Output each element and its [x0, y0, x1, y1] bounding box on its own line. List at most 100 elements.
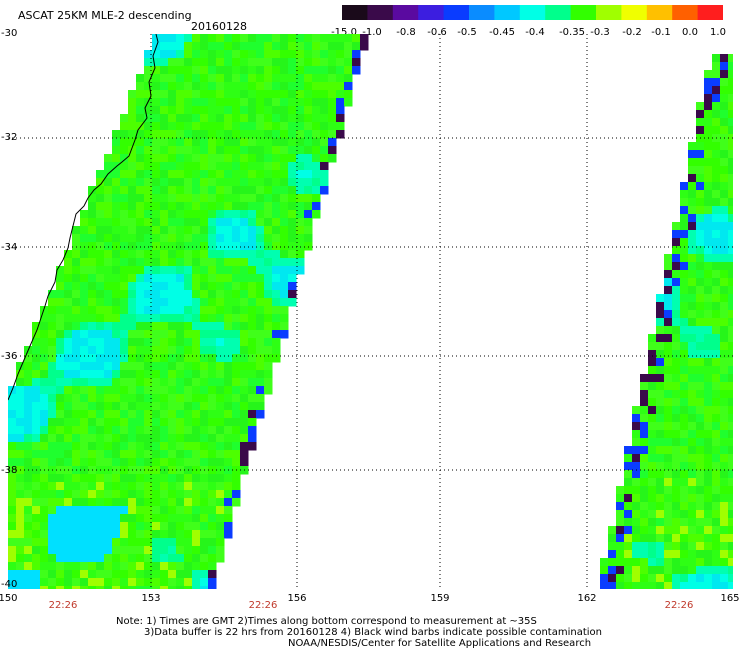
swath-cell: [48, 402, 57, 411]
swath-cell: [216, 258, 225, 267]
swath-cell: [656, 582, 665, 589]
swath-cell: [184, 250, 193, 259]
swath-cell: [136, 74, 145, 83]
swath-cell: [616, 582, 625, 589]
swath-cell: [296, 210, 305, 219]
swath-cell: [696, 438, 705, 447]
swath-cell: [56, 498, 65, 507]
swath-cell: [104, 546, 113, 555]
swath-cell: [144, 58, 153, 67]
swath-cell: [688, 302, 697, 311]
swath-cell: [320, 106, 329, 115]
swath-cell: [112, 330, 121, 339]
swath-cell: [664, 486, 673, 495]
swath-cell: [56, 490, 65, 499]
swath-cell: [720, 382, 729, 391]
swath-cell: [656, 462, 665, 471]
swath-cell: [176, 322, 185, 331]
swath-cell: [192, 410, 201, 419]
swath-cell: [72, 514, 81, 523]
swath-cell: [672, 382, 681, 391]
swath-cell: [32, 474, 41, 483]
swath-cell: [64, 362, 73, 371]
swath-cell: [328, 114, 337, 123]
swath-cell: [152, 330, 161, 339]
swath-cell: [216, 114, 225, 123]
swath-cell: [32, 354, 41, 363]
swath-cell: [144, 234, 153, 243]
swath-cell: [128, 226, 137, 235]
swath-cell: [720, 246, 729, 255]
swath-cell: [624, 470, 633, 479]
swath-cell: [48, 378, 57, 387]
swath-cell: [344, 98, 353, 107]
swath-cell: [64, 570, 73, 579]
swath-cell: [32, 346, 41, 355]
swath-cell: [712, 486, 721, 495]
swath-cell: [680, 406, 689, 415]
swath-cell: [32, 530, 41, 539]
swath-cell: [280, 186, 289, 195]
swath-cell: [184, 554, 193, 563]
swath-cell: [160, 458, 169, 467]
swath-cell: [256, 386, 265, 395]
swath-cell: [48, 482, 57, 491]
swath-cell: [256, 346, 265, 355]
swath-cell: [232, 58, 241, 67]
swath-cell: [96, 570, 105, 579]
swath-cell: [320, 138, 329, 147]
swath-cell: [728, 110, 733, 119]
swath-cell: [144, 226, 153, 235]
swath-cell: [56, 458, 65, 467]
swath-cell: [664, 430, 673, 439]
swath-cell: [184, 298, 193, 307]
swath-cell: [240, 426, 249, 435]
swath-cell: [240, 338, 249, 347]
swath-cell: [112, 394, 121, 403]
swath-cell: [200, 130, 209, 139]
swath-cell: [648, 486, 657, 495]
swath-cell: [336, 130, 345, 139]
swath-cell: [688, 310, 697, 319]
swath-cell: [272, 242, 281, 251]
swath-cell: [152, 338, 161, 347]
swath-cell: [16, 530, 25, 539]
swath-cell: [232, 314, 241, 323]
swath-cell: [104, 506, 113, 515]
swath-cell: [696, 230, 705, 239]
swath-cell: [240, 322, 249, 331]
swath-cell: [208, 570, 217, 579]
swath-cell: [240, 58, 249, 67]
swath-cell: [80, 530, 89, 539]
swath-cell: [288, 122, 297, 131]
swath-cell: [72, 482, 81, 491]
swath-cell: [80, 506, 89, 515]
swath-cell: [728, 126, 733, 135]
swath-cell: [664, 294, 673, 303]
swath-cell: [248, 90, 257, 99]
swath-cell: [304, 194, 313, 203]
lon-label: 153: [141, 593, 161, 604]
swath-cell: [208, 482, 217, 491]
swath-cell: [328, 58, 337, 67]
swath-cell: [680, 198, 689, 207]
swath-cell: [680, 462, 689, 471]
swath-cell: [216, 418, 225, 427]
swath-cell: [24, 562, 33, 571]
swath-cell: [712, 534, 721, 543]
swath-cell: [712, 574, 721, 583]
colorbar-segment: [545, 5, 572, 20]
swath-cell: [696, 430, 705, 439]
swath-cell: [200, 458, 209, 467]
swath-cell: [152, 90, 161, 99]
swath-cell: [320, 178, 329, 187]
swath-cell: [288, 290, 297, 299]
swath-cell: [96, 322, 105, 331]
swath-cell: [168, 538, 177, 547]
swath-cell: [240, 266, 249, 275]
swath-cell: [224, 162, 233, 171]
swath-cell: [128, 554, 137, 563]
swath-cell: [664, 478, 673, 487]
swath-cell: [216, 378, 225, 387]
swath-cell: [680, 238, 689, 247]
